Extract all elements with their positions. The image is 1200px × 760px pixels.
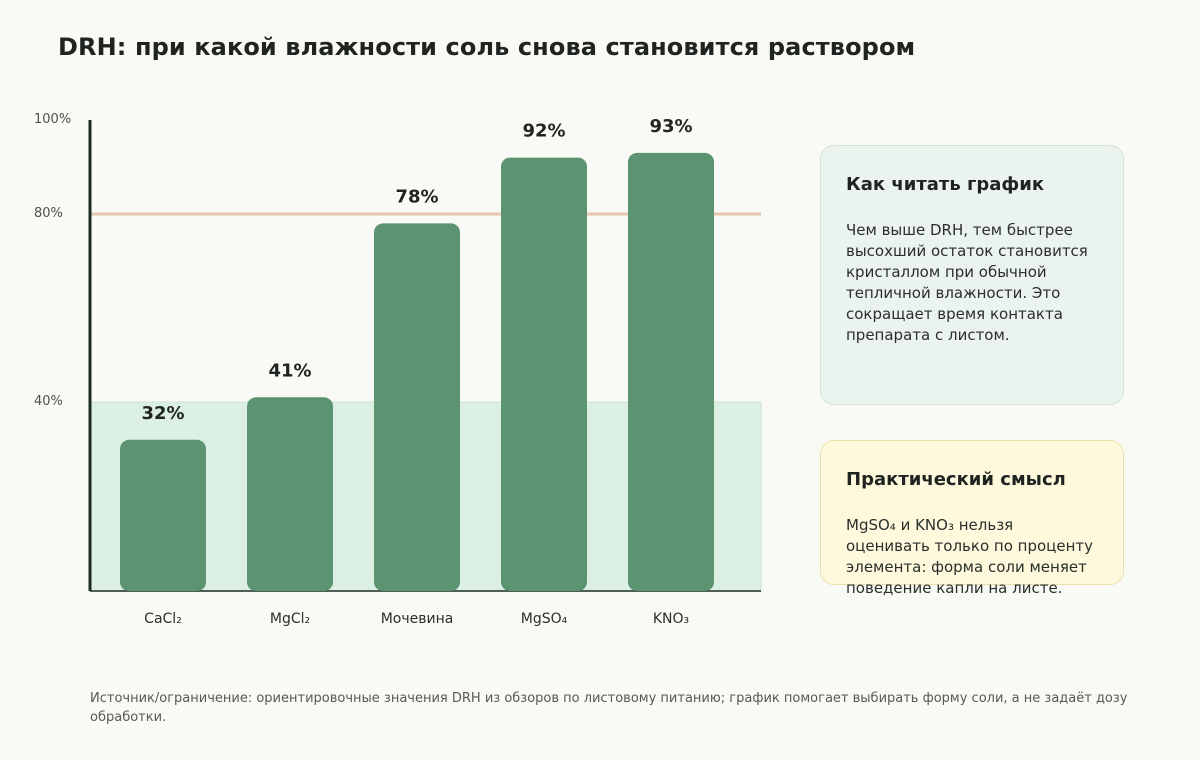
how-to-read-title: Как читать график [846,174,1045,195]
category-label-4: KNO₃ [653,611,689,627]
bar-2 [374,223,460,591]
bar-1 [247,397,333,591]
bar-4 [628,152,714,591]
category-label-3: MgSO₄ [521,611,568,627]
practical-meaning-text: MgSO₄ и KNO₃ нельзя оценивать только по … [846,516,1094,597]
source-note: Источник/ограничение: ориентировочные зн… [90,691,1128,725]
practical-meaning-title: Практический смысл [846,469,1066,490]
bar-3 [501,157,587,591]
how-to-read-card: Как читать график Чем выше DRH, тем быст… [820,145,1124,405]
value-label-3: 92% [522,121,565,142]
y-tick-label-80: 80% [34,206,63,221]
value-label-0: 32% [141,403,184,424]
bar-0 [120,439,206,591]
category-label-1: MgCl₂ [270,611,310,627]
value-label-4: 93% [649,116,692,137]
category-label-2: Мочевина [381,611,454,627]
y-tick-label-100: 100% [34,112,71,127]
y-tick-label-40: 40% [34,394,63,409]
category-label-0: CaCl₂ [144,611,182,627]
value-label-2: 78% [395,186,438,207]
chart-title: DRH: при какой влажности соль снова стан… [58,33,916,61]
practical-meaning-card: Практический смысл MgSO₄ и KNO₃ нельзя о… [820,440,1124,597]
how-to-read-text: Чем выше DRH, тем быстрее высохший остат… [846,221,1088,344]
value-label-1: 41% [268,360,311,381]
drh-bar-chart: 100% 80% 40% 32% CaCl₂ 41% MgCl₂ 78% Мочевина 92… [34,112,762,627]
